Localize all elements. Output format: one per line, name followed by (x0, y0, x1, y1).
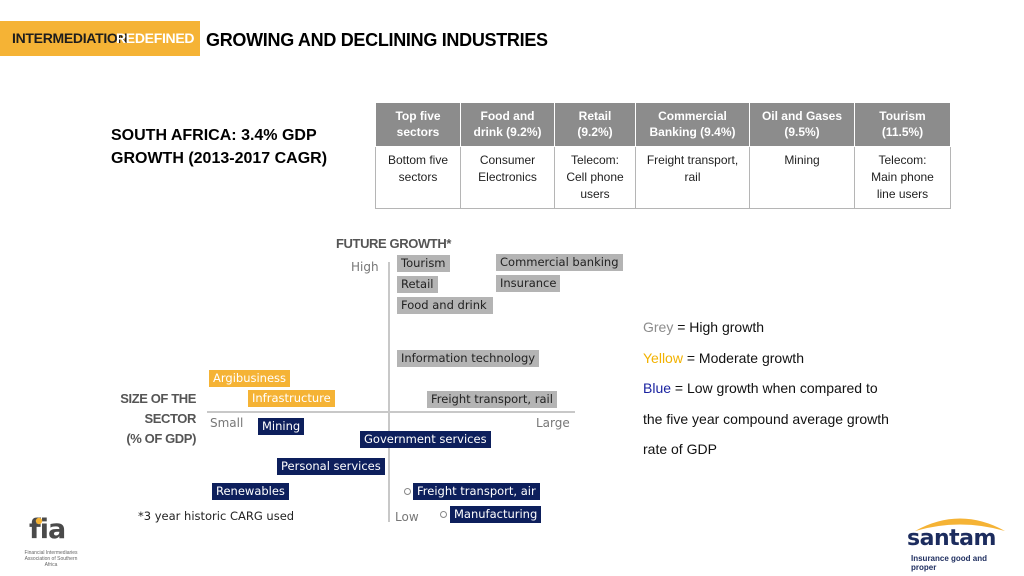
table-header-row: Top five sectors Food and drink (9.2%) Ret… (375, 102, 951, 147)
gdp-heading-line1: SOUTH AFRICA: 3.4% GDP (111, 127, 317, 144)
sector-retail: Retail (397, 276, 438, 293)
table-cell: Consumer Electronics (460, 146, 555, 209)
footnote: *3 year historic CARG used (138, 509, 295, 523)
freight-air-marker-icon (404, 488, 411, 495)
santam-arc-icon (915, 518, 1005, 531)
fia-dot-icon (35, 517, 43, 525)
manufacturing-marker-icon (440, 511, 447, 518)
sector-information-technology: Information technology (397, 350, 540, 367)
fia-logo: fia Financial Intermediaries Association… (24, 514, 78, 568)
y-axis-low-label: Low (395, 510, 419, 524)
sector-food-and-drink: Food and drink (397, 297, 493, 314)
table-header-cell: Top five sectors (375, 102, 461, 147)
sector-personal-services: Personal services (277, 458, 385, 475)
sector-renewables: Renewables (212, 483, 289, 500)
sector-table: Top five sectors Food and drink (9.2%) Ret… (375, 102, 951, 209)
table-header-cell: Oil and Gases (9.5%) (749, 102, 855, 147)
sector-tourism: Tourism (397, 255, 450, 272)
table-cell: Freight transport, rail (635, 146, 750, 209)
page-title: GROWING AND DECLINING INDUSTRIES (206, 30, 548, 50)
sector-agribusiness: Argibusiness (209, 370, 291, 387)
legend-line5: rate of GDP (643, 441, 717, 457)
table-header-cell: Food and drink (9.2%) (460, 102, 555, 147)
table-cell: Telecom: Cell phone users (554, 146, 636, 209)
x-axis-large-label: Large (536, 416, 570, 430)
table-header-cell: Tourism (11.5%) (854, 102, 951, 147)
sector-insurance: Insurance (496, 275, 561, 292)
santam-logo: santam Insurance good and proper (905, 512, 1013, 572)
sector-infrastructure: Infrastructure (248, 390, 335, 407)
table-cell: Mining (749, 146, 855, 209)
sector-freight-air: Freight transport, air (413, 483, 540, 500)
sector-commercial-banking: Commercial banking (496, 254, 623, 271)
sector-government-services: Government services (360, 431, 491, 448)
legend-line4: the five year compound average growth (643, 410, 889, 427)
brand-text-part2: REDEFINED (116, 30, 195, 46)
legend-grey: Grey = High growth (643, 319, 765, 335)
x-axis-line (207, 411, 575, 413)
y-axis-title: FUTURE GROWTH* (336, 236, 451, 251)
gdp-heading: SOUTH AFRICA: 3.4% GDP GROWTH (2013-2017… (111, 124, 351, 170)
table-cell: Bottom five sectors (375, 146, 461, 209)
gdp-heading-line2: GROWTH (2013-2017 CAGR) (111, 150, 328, 167)
table-header-cell: Commercial Banking (9.4%) (635, 102, 750, 147)
y-axis-line (388, 262, 390, 522)
legend-blue: Blue = Low growth when compared to (643, 380, 878, 396)
table-row: Bottom five sectors Consumer Electronics T… (375, 146, 951, 209)
legend-yellow: Yellow = Moderate growth (643, 349, 804, 366)
x-axis-title: SIZE OF THE SECTOR (% OF GDP) (120, 391, 196, 446)
sector-freight-rail: Freight transport, rail (427, 391, 557, 408)
sector-manufacturing: Manufacturing (450, 506, 542, 523)
color-legend: Grey = High growth Yellow = Moderate gro… (643, 312, 889, 465)
sector-mining: Mining (258, 418, 305, 435)
x-axis-small-label: Small (210, 416, 244, 430)
brand-banner: INTERMEDIATION REDEFINED (0, 21, 200, 56)
table-header-cell: Retail (9.2%) (554, 102, 636, 147)
y-axis-high-label: High (351, 260, 379, 274)
brand-text-part1: INTERMEDIATION (12, 30, 128, 46)
table-cell: Telecom: Main phone line users (854, 146, 951, 209)
